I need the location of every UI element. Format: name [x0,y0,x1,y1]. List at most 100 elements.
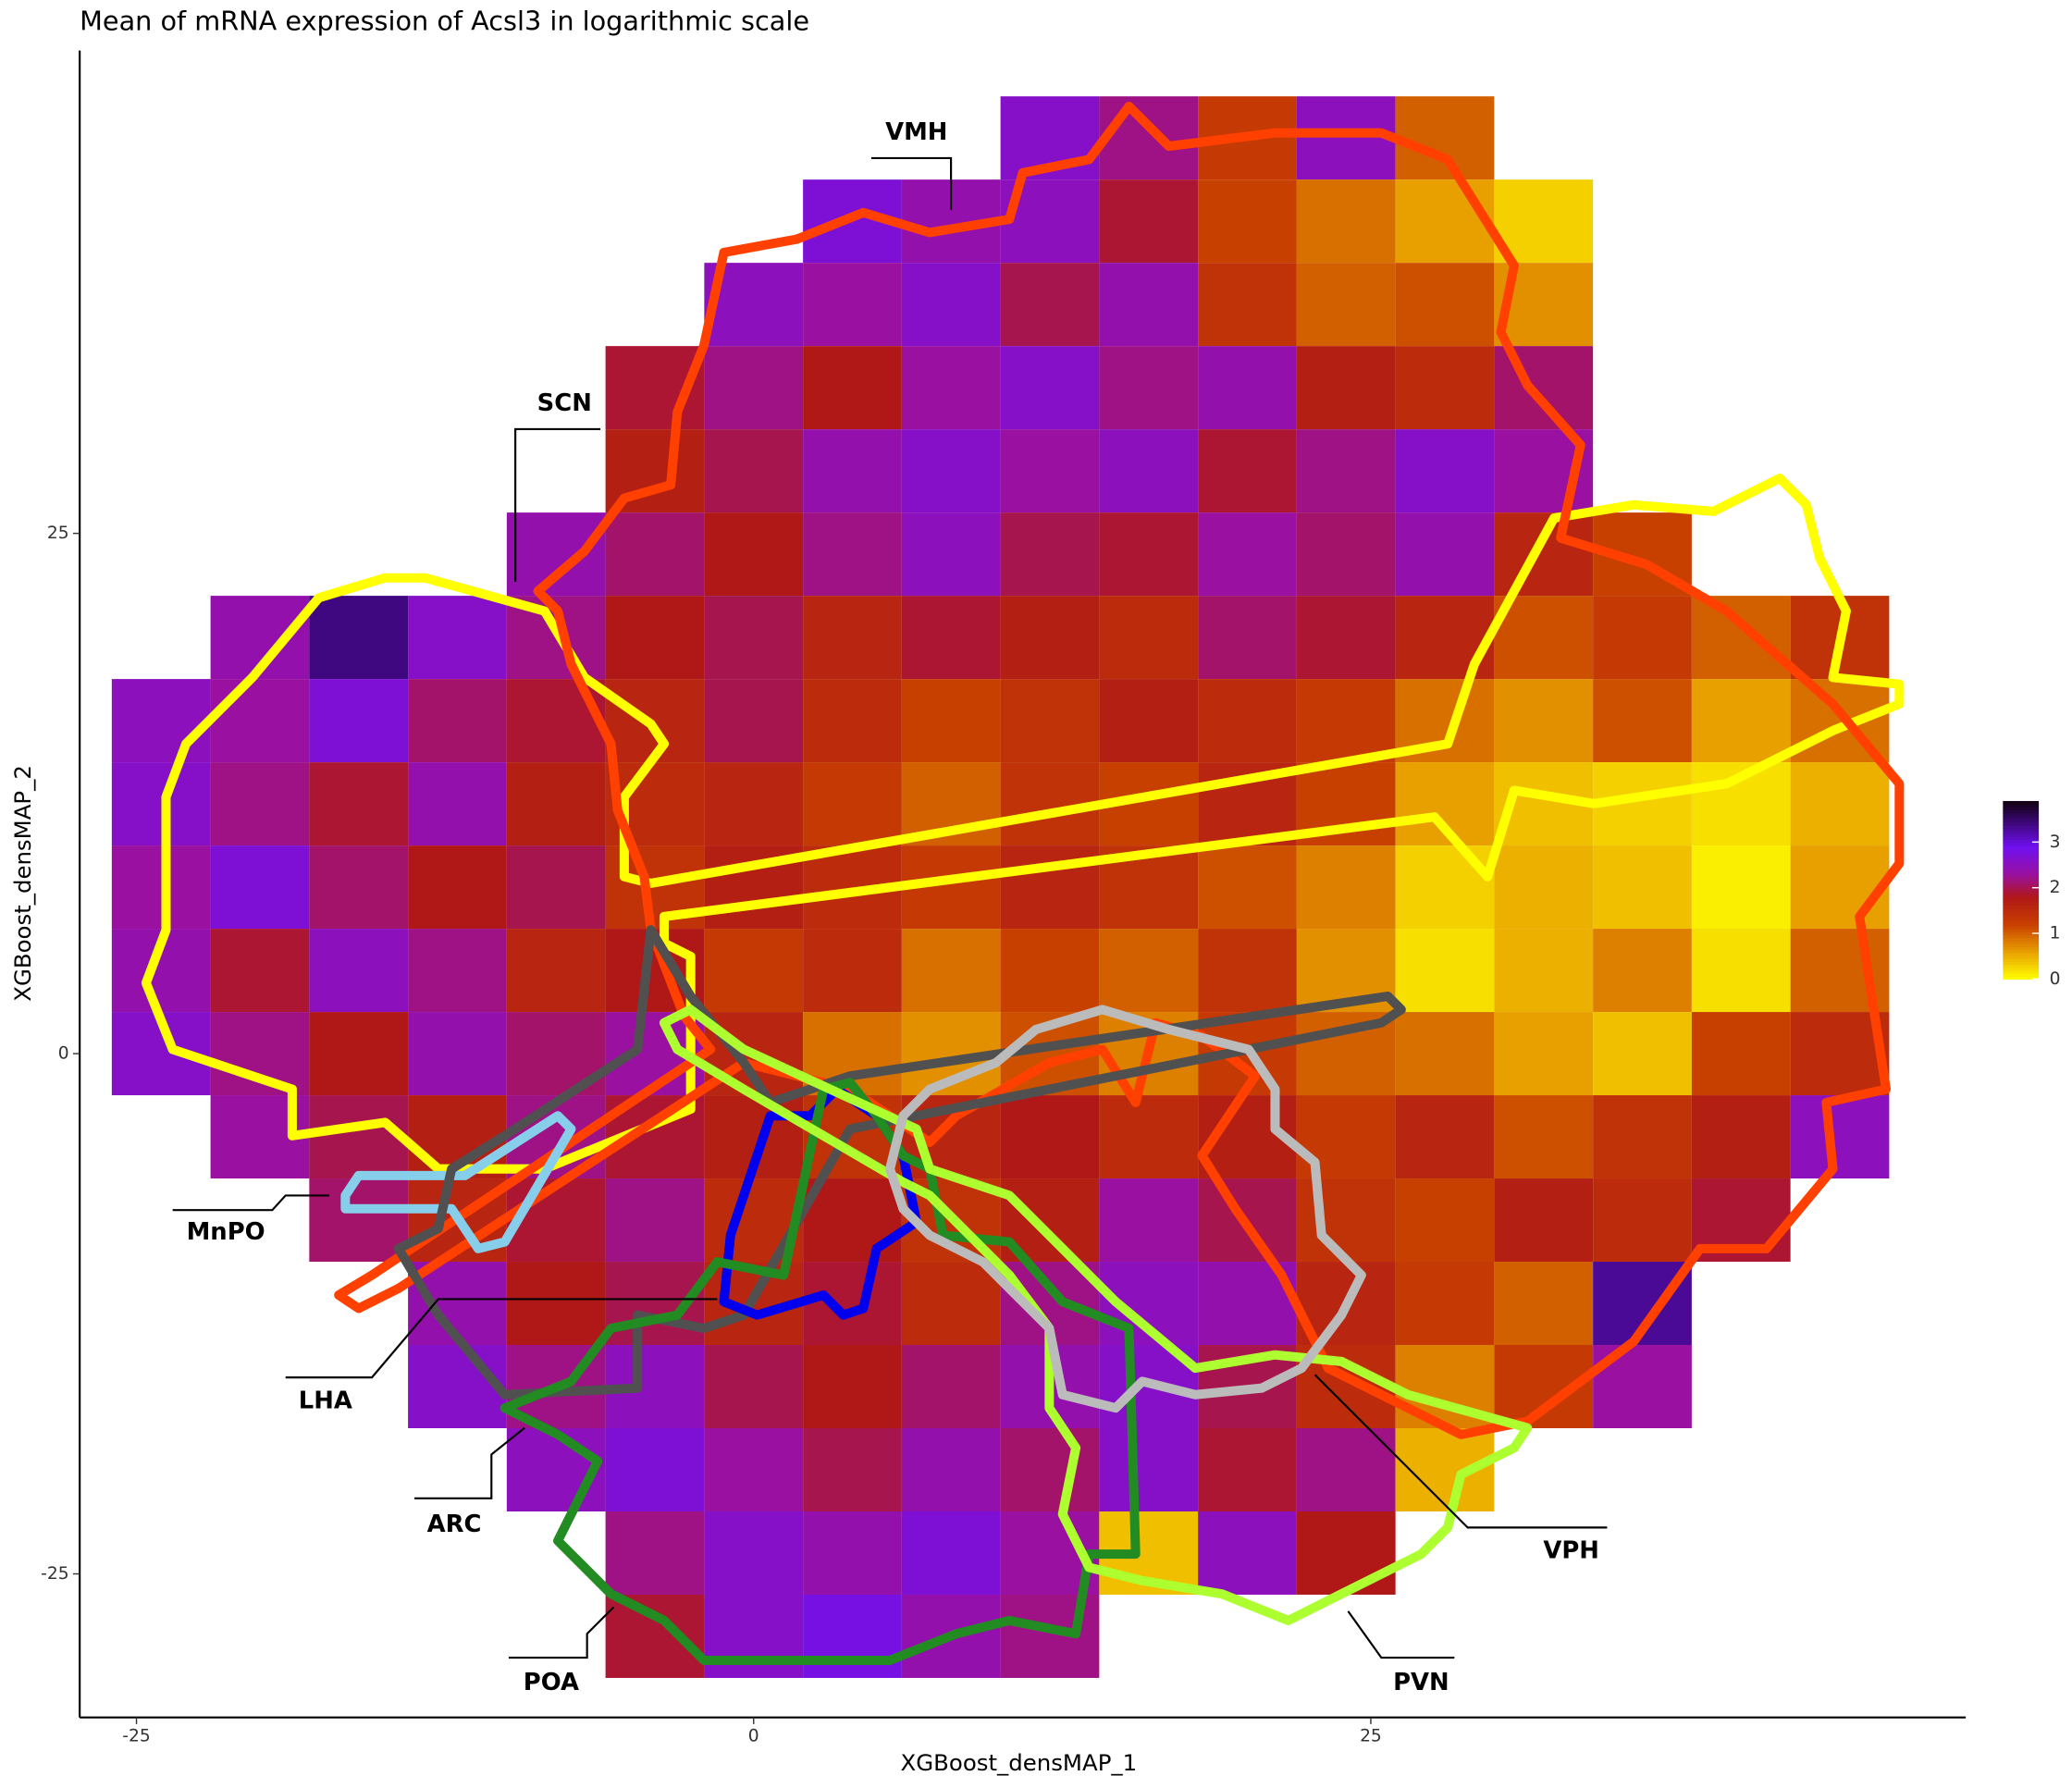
leader-line [508,1606,615,1659]
colorbar-step [2003,878,2040,882]
colorbar-step [2003,934,2040,939]
colorbar-step [2003,895,2040,900]
colorbar-step [2003,940,2040,944]
hex-bin [1198,1511,1297,1595]
hex-bin [1296,263,1396,347]
hex-bin [1494,1262,1594,1346]
colorbar-step [2003,910,2040,915]
hex-bin [1395,845,1495,930]
hex-bin [901,512,1001,597]
lha-outline [393,925,1406,1400]
leader-line [414,1426,525,1499]
colorbar-step [2003,907,2040,912]
hex-bin [1790,1095,1890,1179]
x-tick-label: -25 [122,1726,150,1745]
region-outlines [141,101,1905,1665]
hex-bin [803,1594,902,1678]
hex-bin [704,679,804,763]
hex-bin [704,929,804,1013]
hex-bin [111,679,211,763]
hex-bin [1296,596,1396,680]
colorbar-step [2003,848,2040,853]
region-label: PVN [1393,1669,1449,1696]
hex-bin [1395,1262,1495,1346]
hex-bin [803,929,902,1013]
hex-bin [1395,929,1495,1013]
colorbar-step [2003,812,2040,817]
colorbar-step [2003,839,2040,844]
hex-bin [803,1262,902,1346]
hex-bin [901,596,1001,680]
colorbar-step [2003,957,2040,962]
hex-bin [605,512,705,597]
hex-bin [210,679,310,763]
colorbar-step [2003,905,2040,909]
hex-bin [704,1594,804,1678]
hex-bin [1296,429,1396,513]
hex-bin [1790,762,1890,846]
hex-bin [1296,1511,1396,1595]
hex-bin [1296,845,1396,930]
colorbar-step [2003,893,2040,897]
colorbar-step [2003,964,2040,968]
region-label: MnPO [187,1218,265,1246]
hex-bin [803,1345,902,1429]
hex-bin [605,596,705,680]
hex-bin [1099,1428,1199,1511]
hex-bin [1494,845,1594,930]
hex-bin [408,929,507,1013]
colorbar-step [2003,863,2040,868]
y-tick-label: -25 [41,1564,68,1584]
hex-bin [506,762,606,846]
hex-bin [506,1262,606,1346]
hex-bin [704,1345,804,1429]
hex-bin [1296,96,1396,180]
colorbar-step [2003,851,2040,856]
x-tick-label: 25 [1360,1726,1382,1745]
colorbar-step [2003,871,2040,876]
hex-bin [111,762,211,846]
hex-bin [1593,845,1692,930]
hex-bin [309,845,409,930]
hex-bin [309,1095,409,1179]
hex-bin [901,263,1001,347]
hex-bin [704,429,804,513]
colorbar-step [2003,949,2040,954]
hex-bin [1198,512,1297,597]
colorbar-step [2003,866,2040,870]
pvn-outline [659,1005,1533,1625]
colorbar-step [2003,875,2040,880]
hex-bin [605,1178,705,1263]
hex-bin [1198,845,1297,930]
hex-bin [506,929,606,1013]
hex-bin [1494,596,1594,680]
hex-bin [1593,1012,1692,1096]
colorbar-step [2003,967,2040,971]
colorbar-step [2003,845,2040,849]
colorbar-step [2003,881,2040,885]
colorbar-step [2003,972,2040,977]
vph-outline [885,1005,1366,1413]
colorbar-step [2003,854,2040,858]
hex-bin [210,929,310,1013]
colorbar-step [2003,928,2040,932]
hex-bin [1691,1095,1791,1179]
hex-bin [1099,1178,1199,1263]
hex-bin [803,1511,902,1595]
colorbar-tick-label: 2 [2050,878,2061,897]
annotations: VMH SCN MnPO LHA ARC POA PVN VPH [172,118,1608,1696]
colorbar-step [2003,898,2040,903]
hex-bin [210,845,310,930]
colorbar-step [2003,886,2040,891]
hex-bin [901,1262,1001,1346]
hex-bin [1000,1428,1100,1511]
colorbar-step [2003,961,2040,966]
hex-bin [1395,1095,1495,1179]
hex-bin [803,679,902,763]
colorbar-tick-label: 0 [2050,969,2061,989]
hex-bin [1099,96,1199,180]
hex-bin [1494,512,1594,597]
hex-bin [803,263,902,347]
hex-bin [1296,512,1396,597]
